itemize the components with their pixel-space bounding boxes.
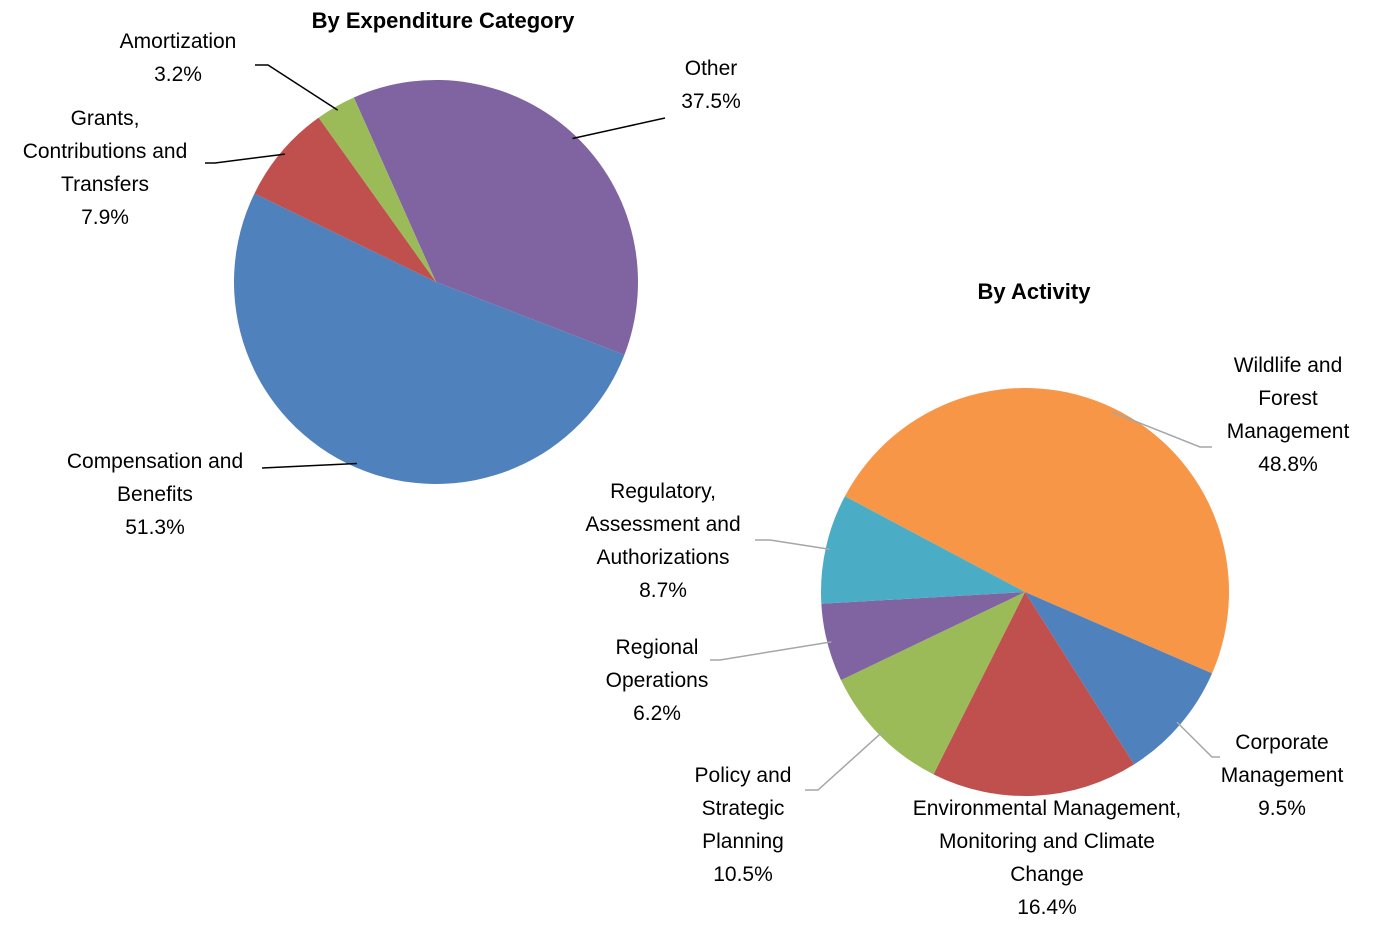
value-label: 16.4% bbox=[1017, 896, 1077, 919]
pie-slice bbox=[254, 117, 436, 282]
pie-slice bbox=[821, 496, 1025, 604]
slice-label: Compensation and Benefits bbox=[67, 450, 243, 506]
value-label: 7.9% bbox=[81, 206, 129, 229]
pie-slice bbox=[318, 97, 436, 282]
slice-label: Other bbox=[685, 57, 738, 80]
slice-label: Regulatory, Assessment and Authorizations bbox=[585, 480, 740, 569]
leader-line bbox=[1176, 721, 1220, 758]
leader-line bbox=[1111, 411, 1212, 448]
pie-slice bbox=[821, 592, 1025, 681]
value-label: 48.8% bbox=[1258, 453, 1318, 476]
pie-slice bbox=[933, 592, 1135, 796]
value-label: 51.3% bbox=[125, 516, 185, 539]
chart-title: By Expenditure Category bbox=[312, 8, 576, 33]
pie-slice bbox=[1025, 592, 1213, 765]
value-label: 3.2% bbox=[154, 63, 202, 86]
value-label: 9.5% bbox=[1258, 797, 1306, 820]
value-label: 6.2% bbox=[633, 702, 681, 725]
slice-label: Wildlife and Forest Management bbox=[1227, 354, 1350, 443]
leader-line bbox=[755, 539, 830, 550]
leader-line bbox=[710, 641, 832, 661]
slice-label: Amortization bbox=[120, 30, 237, 53]
slice-label: Grants, Contributions and Transfers bbox=[23, 107, 188, 196]
leader-line bbox=[255, 64, 339, 111]
leader-line bbox=[805, 731, 883, 791]
slice-label: Policy and Strategic Planning bbox=[695, 764, 792, 853]
pie-slice bbox=[841, 592, 1025, 775]
chart-title: By Activity bbox=[978, 279, 1092, 304]
value-label: 8.7% bbox=[639, 579, 687, 602]
pie-slice bbox=[233, 193, 625, 485]
leader-line bbox=[572, 117, 666, 140]
slice-label: Corporate Management bbox=[1221, 731, 1344, 787]
leader-line bbox=[261, 462, 357, 469]
pie-slice bbox=[353, 80, 638, 355]
pie-slice bbox=[844, 387, 1230, 674]
slice-label: Regional Operations bbox=[606, 636, 709, 692]
slice-label: Environmental Management, Monitoring and … bbox=[913, 797, 1181, 886]
value-label: 10.5% bbox=[713, 863, 773, 886]
leader-line bbox=[205, 153, 285, 164]
value-label: 37.5% bbox=[681, 90, 741, 113]
